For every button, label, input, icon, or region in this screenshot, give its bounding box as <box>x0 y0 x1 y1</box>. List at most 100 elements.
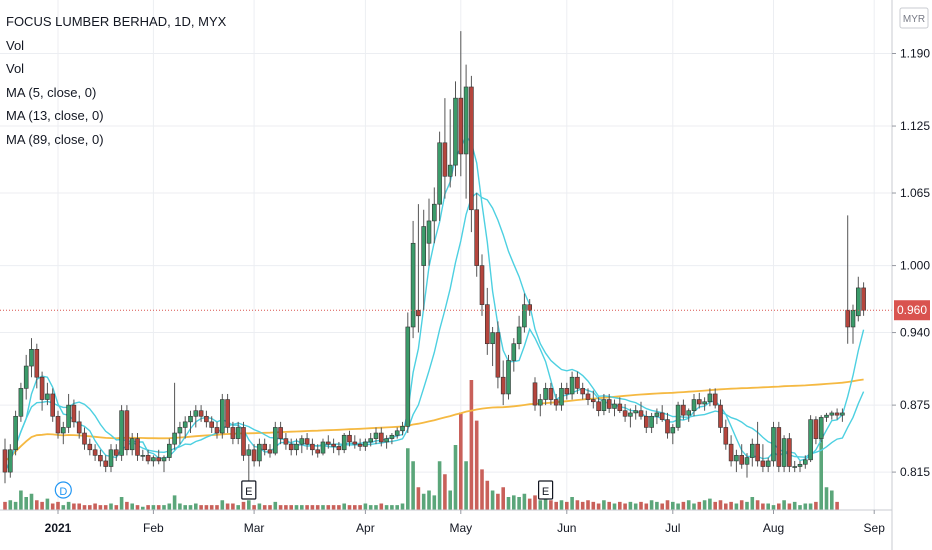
candle-body <box>596 401 601 411</box>
candle-body <box>447 164 453 177</box>
volume-bar <box>50 503 55 510</box>
volume-bar <box>517 497 521 510</box>
candle <box>569 371 575 400</box>
candle-body <box>135 438 140 456</box>
volume-bar <box>692 503 696 510</box>
candle <box>686 408 692 422</box>
event-marker-earnings[interactable]: E <box>241 480 257 500</box>
volume-bar <box>586 500 590 510</box>
currency-badge <box>899 7 929 29</box>
candle-body <box>564 388 570 395</box>
candle <box>702 397 707 411</box>
legend-ma-5[interactable]: MA (5, close, 0) <box>6 84 97 100</box>
time-tick-label: Aug <box>763 521 784 535</box>
candle <box>198 405 204 422</box>
volume-bar <box>437 461 442 510</box>
volume-bar <box>66 501 71 510</box>
candle <box>82 427 87 450</box>
candle-body <box>161 457 167 462</box>
candle-body <box>373 432 379 439</box>
volume-bar <box>761 503 765 510</box>
time-axis[interactable]: 2021 Feb Mar Apr May Jun Jul Aug Sep <box>0 509 892 535</box>
candle <box>723 419 729 450</box>
candle-body <box>421 226 427 266</box>
volume-bar <box>178 503 182 510</box>
candle <box>659 405 665 422</box>
candle <box>564 382 570 400</box>
volume-bar <box>649 500 654 510</box>
volume-bar <box>45 498 50 510</box>
candle <box>500 360 506 406</box>
volume-bar <box>660 503 664 510</box>
candle-body <box>654 412 660 417</box>
volume-bar <box>98 505 103 510</box>
volume-bar <box>278 505 283 510</box>
candle-body <box>516 326 522 345</box>
candle <box>18 382 24 422</box>
candle <box>818 415 824 442</box>
volume-bar <box>156 505 161 510</box>
candle <box>368 433 374 447</box>
candle-body <box>214 427 220 434</box>
candle <box>553 393 559 411</box>
legend-vol-1[interactable]: Vol <box>6 37 25 53</box>
candle <box>511 338 517 372</box>
candle-body <box>590 399 596 403</box>
candle <box>416 204 421 333</box>
volume-bar <box>109 503 113 510</box>
candle <box>453 81 458 177</box>
candle-body <box>426 220 432 244</box>
candle-body <box>416 309 421 317</box>
price-axis[interactable]: 1.190 1.125 1.065 1.000 0.940 0.875 0.815 MYR 0.… <box>891 0 932 550</box>
volume-bar <box>824 487 829 510</box>
time-tick-label: Jul <box>665 521 680 535</box>
candle-body <box>204 415 209 423</box>
candle-body <box>580 388 586 395</box>
candle <box>246 444 252 484</box>
candle-body <box>60 427 66 434</box>
price-tick-label: 1.190 <box>900 46 930 60</box>
candle-body <box>696 399 702 405</box>
candle <box>638 401 644 420</box>
candle <box>209 416 214 434</box>
volume-bar <box>782 500 786 510</box>
candle <box>13 410 18 456</box>
volume-bar <box>819 432 823 510</box>
event-marker-dividend[interactable]: D <box>54 481 72 499</box>
candle <box>124 405 130 456</box>
candle-body <box>543 388 548 400</box>
candle <box>400 421 405 436</box>
volume-bar <box>241 501 246 510</box>
candle <box>66 393 71 434</box>
volume-bar <box>93 503 97 510</box>
legend-title[interactable]: FOCUS LUMBER BERHAD, 1D, MYX <box>6 14 227 29</box>
volume-bar <box>215 505 219 510</box>
volume-bar <box>204 505 209 510</box>
volume-bar <box>114 505 119 510</box>
candle-body <box>861 287 866 311</box>
candle-body <box>209 421 214 428</box>
volume-bar <box>19 490 23 510</box>
candle <box>188 410 193 434</box>
legend-ma-89[interactable]: MA (89, close, 0) <box>6 131 104 147</box>
volume-bar <box>294 505 299 510</box>
volume-bar <box>406 448 410 510</box>
candle <box>71 399 77 428</box>
candle <box>262 438 268 456</box>
legend-vol-2[interactable]: Vol <box>6 61 25 76</box>
event-marker-earnings[interactable]: E <box>537 480 554 500</box>
volume-bar <box>8 500 13 510</box>
candle-body <box>792 466 798 468</box>
candle <box>474 193 480 277</box>
volume-bar <box>268 505 272 510</box>
volume-bar <box>522 493 527 510</box>
candle-body <box>808 419 813 461</box>
candle <box>347 430 352 447</box>
candle-body <box>850 309 856 328</box>
volume-bar <box>390 505 394 510</box>
volume-bar <box>130 503 134 510</box>
candle <box>490 326 495 367</box>
legend-ma-13[interactable]: MA (13, close, 0) <box>6 108 104 123</box>
